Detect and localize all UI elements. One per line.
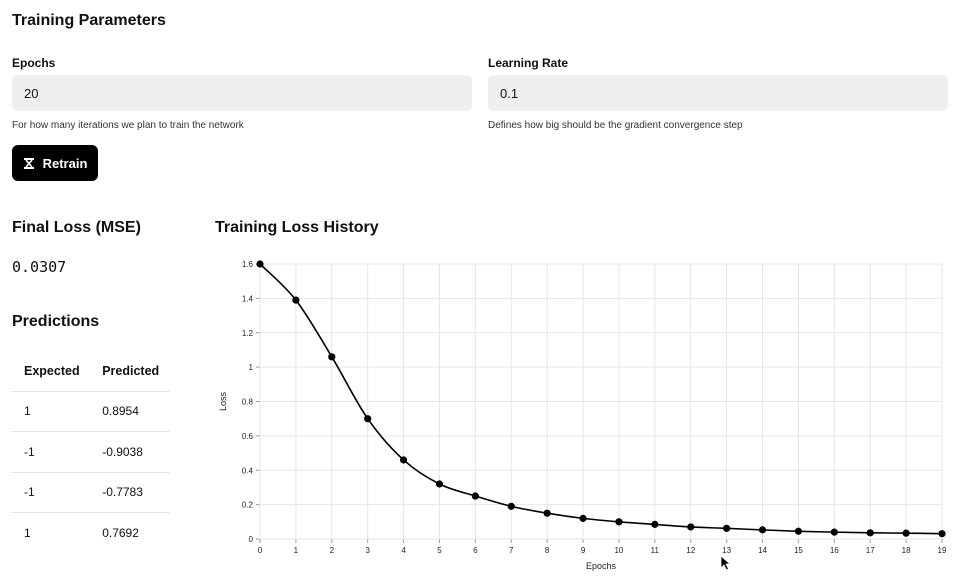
y-tick-label: 1.4 <box>242 294 254 303</box>
expected-cell: 1 <box>12 512 91 553</box>
loss-history-chart: 00.20.40.60.811.21.41.60 1 2 3 4 5 6 7 8 9 10 11 12 1… <box>218 260 947 571</box>
final-loss-value: 0.0307 <box>12 258 67 276</box>
x-axis-label: Epochs <box>586 561 617 571</box>
x-tick-label: 8 <box>545 546 550 555</box>
data-point <box>471 492 479 500</box>
x-tick-label: 0 <box>258 546 263 555</box>
data-point <box>435 480 444 488</box>
y-tick-label: 0.2 <box>242 501 254 510</box>
predictions-table: Expected Predicted 1 0.8954 -1 -0.9038 -… <box>12 352 170 553</box>
expected-cell: 1 <box>12 390 91 432</box>
loss-series-points <box>256 260 946 538</box>
data-point <box>830 528 838 536</box>
x-tick-label: 2 <box>330 546 335 555</box>
x-tick-label: 1 <box>294 546 299 555</box>
predicted-cell: -0.7783 <box>90 471 170 513</box>
x-tick-label: 15 <box>794 546 803 555</box>
table-row: -1 -0.9038 <box>12 431 170 472</box>
data-point <box>256 260 264 268</box>
predictions-header-row: Expected Predicted <box>12 352 170 391</box>
data-point <box>651 520 659 528</box>
mouse-cursor-icon <box>720 555 732 571</box>
epochs-input[interactable] <box>12 75 472 111</box>
x-tick-label: 7 <box>509 546 514 555</box>
chart-grid <box>259 263 943 540</box>
y-tick-label: 0.6 <box>242 432 254 441</box>
data-point <box>758 526 767 534</box>
chart-title: Training Loss History <box>215 219 379 236</box>
data-point <box>938 530 946 538</box>
data-point <box>364 415 372 423</box>
expected-cell: -1 <box>12 471 91 513</box>
y-tick-label: 0.8 <box>242 398 254 407</box>
predicted-cell: 0.7692 <box>90 512 170 553</box>
x-tick-label: 14 <box>758 546 767 555</box>
x-tick-label: 17 <box>866 546 875 555</box>
x-tick-label: 3 <box>365 546 370 555</box>
column-header-expected: Expected <box>24 364 80 379</box>
x-tick-label: 4 <box>401 546 406 555</box>
training-parameters-title: Training Parameters <box>12 12 166 29</box>
x-tick-label: 9 <box>581 546 586 555</box>
dumbbell-icon <box>23 157 35 170</box>
learning-rate-help-text: Defines how big should be the gradient c… <box>488 120 743 131</box>
y-tick-label: 0.4 <box>242 466 254 475</box>
final-loss-title: Final Loss (MSE) <box>12 219 141 236</box>
x-tick-label: 10 <box>614 546 623 555</box>
x-tick-label: 5 <box>437 546 442 555</box>
table-row: 1 0.7692 <box>12 512 170 553</box>
data-point <box>902 529 910 537</box>
y-tick-label: 1 <box>249 363 254 372</box>
x-tick-label: 16 <box>830 546 839 555</box>
data-point <box>723 524 731 532</box>
x-tick-label: 18 <box>902 546 911 555</box>
chart-axes: 00.20.40.60.811.21.41.60 1 2 3 4 5 6 7 8 9 10 11 12 1… <box>242 260 947 555</box>
epochs-label: Epochs <box>12 56 56 70</box>
expected-cell: -1 <box>12 431 91 472</box>
data-point <box>507 502 515 510</box>
loss-series-line <box>259 263 943 535</box>
y-tick-label: 0 <box>249 535 254 544</box>
y-axis-label: Loss <box>218 391 228 411</box>
predictions-title: Predictions <box>12 313 100 330</box>
data-point <box>292 296 300 304</box>
y-tick-label: 1.6 <box>242 260 254 269</box>
x-tick-label: 13 <box>722 546 731 555</box>
data-point <box>543 509 551 517</box>
data-point <box>328 353 336 361</box>
data-point <box>615 518 623 526</box>
data-point <box>399 456 408 464</box>
predicted-cell: -0.9038 <box>90 431 170 472</box>
data-point <box>794 527 803 535</box>
x-tick-label: 6 <box>473 546 478 555</box>
y-tick-label: 1.2 <box>242 329 254 338</box>
data-point <box>687 523 695 531</box>
epochs-help-text: For how many iterations we plan to train… <box>12 120 244 131</box>
x-tick-label: 12 <box>686 546 695 555</box>
x-tick-label: 19 <box>938 546 947 555</box>
table-row: -1 -0.7783 <box>12 471 170 513</box>
column-header-predicted: Predicted <box>102 364 160 379</box>
learning-rate-label: Learning Rate <box>488 56 569 70</box>
retrain-button-label: Retrain <box>42 155 88 171</box>
retrain-button[interactable]: Retrain <box>12 145 98 181</box>
data-point <box>579 514 587 522</box>
learning-rate-input[interactable] <box>488 75 948 111</box>
data-point <box>866 529 874 537</box>
table-row: 1 0.8954 <box>12 390 170 432</box>
predicted-cell: 0.8954 <box>90 390 170 432</box>
x-tick-label: 11 <box>651 546 660 555</box>
